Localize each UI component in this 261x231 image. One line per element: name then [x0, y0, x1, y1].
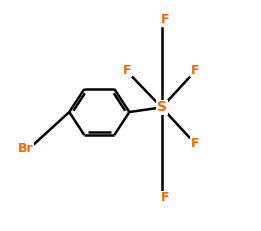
Text: F: F	[161, 13, 169, 26]
Text: F: F	[191, 137, 199, 150]
Text: F: F	[191, 64, 199, 77]
Text: F: F	[161, 191, 169, 204]
Text: S: S	[157, 100, 167, 114]
Text: F: F	[123, 64, 132, 77]
Text: Br: Br	[17, 143, 33, 155]
